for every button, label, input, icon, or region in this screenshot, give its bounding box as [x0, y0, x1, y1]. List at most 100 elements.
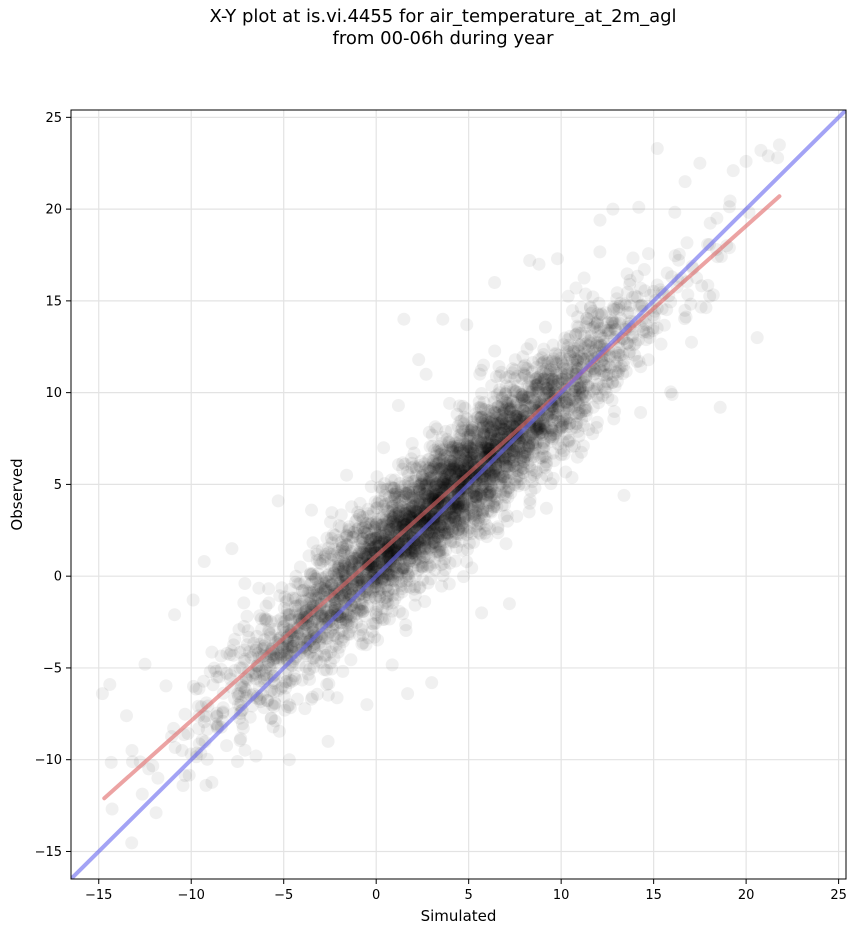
- data-point: [515, 387, 529, 401]
- data-point: [370, 501, 384, 515]
- data-point: [361, 588, 375, 602]
- data-point: [678, 312, 692, 326]
- data-point: [569, 417, 583, 431]
- data-point: [306, 651, 320, 665]
- data-point: [149, 806, 163, 820]
- data-point: [138, 657, 152, 671]
- data-point: [539, 362, 553, 376]
- y-tick-label: 10: [45, 386, 62, 401]
- data-point: [613, 361, 627, 375]
- data-point: [318, 552, 332, 566]
- data-point: [465, 448, 478, 462]
- x-axis-ticks: −15 −10 −5 0 5 10 15 20 25: [85, 879, 847, 903]
- data-point: [380, 579, 394, 593]
- data-point: [382, 496, 395, 510]
- data-point: [491, 400, 505, 414]
- data-point: [210, 709, 224, 723]
- data-point: [545, 413, 559, 427]
- data-point: [499, 416, 513, 430]
- data-point: [626, 251, 640, 265]
- data-point: [259, 599, 273, 613]
- data-point: [420, 491, 434, 505]
- data-point: [547, 373, 561, 387]
- data-point: [192, 682, 206, 696]
- data-point: [415, 477, 429, 491]
- data-point: [240, 609, 254, 623]
- data-point: [443, 458, 457, 472]
- data-point: [695, 279, 709, 293]
- data-point: [350, 607, 364, 621]
- data-point: [302, 592, 316, 606]
- data-point: [453, 431, 467, 445]
- data-point: [517, 454, 531, 468]
- y-tick-label: 15: [45, 294, 62, 309]
- data-point: [391, 399, 405, 412]
- data-point: [566, 304, 579, 318]
- data-point: [598, 382, 612, 396]
- data-point: [574, 301, 588, 314]
- data-point: [423, 440, 437, 454]
- data-point: [367, 505, 381, 519]
- data-point: [192, 722, 206, 735]
- data-point: [390, 490, 404, 504]
- data-point: [436, 569, 450, 583]
- data-point: [445, 445, 459, 459]
- data-point: [493, 369, 507, 383]
- data-point: [449, 518, 463, 532]
- data-point: [484, 484, 498, 498]
- data-point: [632, 200, 646, 214]
- data-point: [527, 468, 541, 482]
- data-point: [578, 329, 592, 343]
- data-point: [579, 320, 593, 334]
- data-point: [428, 481, 442, 494]
- data-point: [493, 408, 507, 422]
- data-point: [593, 329, 606, 343]
- data-point: [541, 367, 555, 381]
- data-point: [334, 633, 348, 647]
- data-point: [646, 321, 660, 335]
- data-point: [413, 485, 427, 498]
- data-point: [457, 504, 471, 518]
- data-point: [577, 375, 591, 389]
- data-point: [448, 512, 462, 526]
- data-point: [351, 529, 365, 543]
- data-point: [610, 286, 624, 300]
- data-point: [481, 480, 495, 494]
- data-point: [550, 367, 564, 381]
- data-point: [577, 271, 591, 285]
- data-point: [642, 247, 655, 261]
- data-point: [474, 489, 488, 503]
- data-point: [517, 400, 531, 414]
- data-point: [392, 506, 406, 520]
- data-point: [573, 401, 587, 414]
- data-point: [685, 335, 698, 349]
- data-point: [331, 572, 345, 585]
- data-point: [324, 656, 337, 670]
- data-point: [234, 681, 248, 695]
- data-point: [528, 481, 542, 495]
- data-point: [384, 473, 398, 487]
- data-point: [494, 473, 508, 487]
- data-point: [500, 394, 514, 408]
- data-point: [681, 288, 695, 302]
- data-point: [584, 334, 598, 348]
- data-point: [223, 648, 237, 662]
- data-point: [519, 390, 533, 404]
- data-point: [508, 473, 522, 487]
- data-point: [415, 555, 429, 569]
- data-point: [657, 318, 671, 332]
- data-point: [324, 552, 338, 566]
- data-point: [476, 502, 490, 516]
- data-point: [520, 342, 534, 356]
- data-point: [435, 487, 449, 501]
- data-point: [476, 505, 490, 519]
- data-point: [377, 441, 391, 455]
- y-tick-label: −15: [35, 845, 62, 860]
- data-point: [584, 329, 598, 343]
- data-point: [336, 664, 350, 678]
- data-point: [436, 475, 450, 489]
- data-point: [605, 313, 619, 327]
- data-point: [460, 523, 474, 537]
- data-point: [433, 526, 447, 540]
